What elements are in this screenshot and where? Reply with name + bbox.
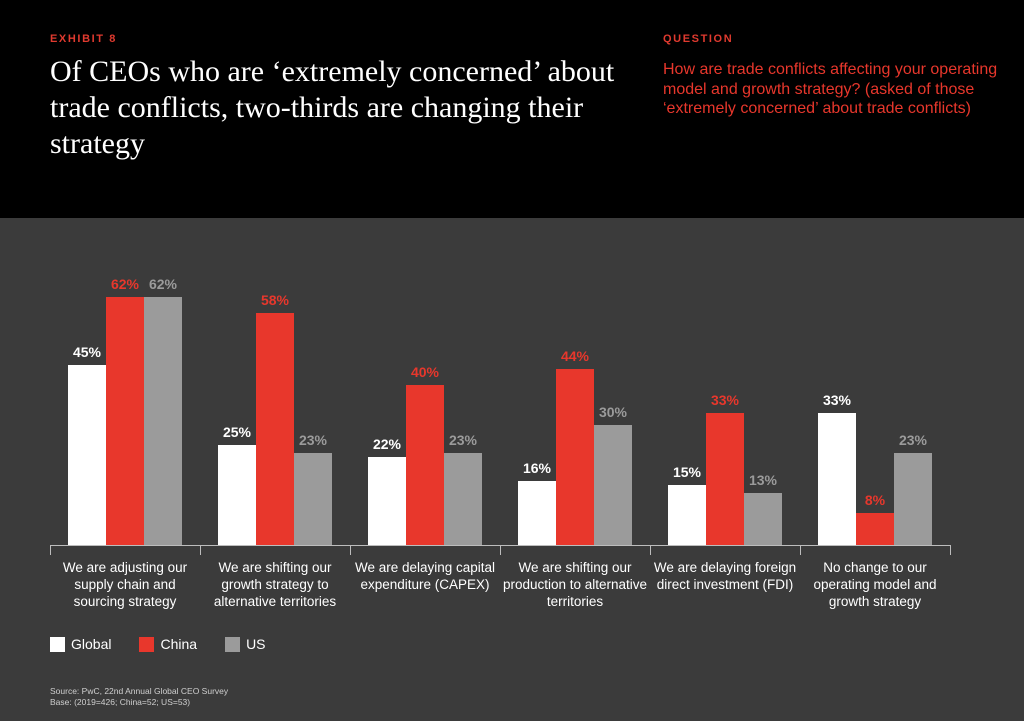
legend-swatch-china	[139, 636, 155, 652]
legend-swatch-us	[225, 636, 241, 652]
bar-china-6	[856, 513, 894, 545]
base-line: Base: (2019=426; China=52; US=53)	[50, 697, 191, 707]
header-band: EXHIBIT 8 Of CEOs who are ‘extremely con…	[0, 0, 1024, 218]
chart-headline: Of CEOs who are ‘extremely concerned’ ab…	[50, 55, 615, 160]
bar-us-5	[744, 493, 782, 545]
data-label-us-6: 23%	[899, 432, 928, 448]
data-label-global-1: 45%	[73, 344, 102, 360]
question-text: How are trade conflicts affecting your o…	[663, 61, 998, 117]
data-label-china-3: 40%	[411, 364, 440, 380]
data-label-global-6: 33%	[823, 392, 852, 408]
bar-global-4	[518, 481, 556, 545]
data-label-china-4: 44%	[561, 348, 590, 364]
bar-us-4	[594, 425, 632, 545]
legend-item-global: Global	[50, 636, 111, 652]
bar-china-1	[106, 297, 144, 545]
legend-item-china: China	[139, 636, 197, 652]
bar-us-2	[294, 453, 332, 545]
category-label-growth-strategy: We are shifting our growth strategy to a…	[213, 560, 337, 609]
question-label: QUESTION	[663, 33, 734, 45]
bar-us-3	[444, 453, 482, 545]
data-label-china-1: 62%	[111, 276, 140, 292]
data-label-us-4: 30%	[599, 404, 628, 420]
data-label-us-2: 23%	[299, 432, 328, 448]
bar-global-2	[218, 445, 256, 545]
bar-china-5	[706, 413, 744, 545]
category-label-no-change: No change to our operating model and gro…	[813, 560, 937, 609]
data-label-china-6: 8%	[865, 492, 886, 508]
bar-china-4	[556, 369, 594, 545]
data-label-us-5: 13%	[749, 472, 778, 488]
data-label-global-3: 22%	[373, 436, 402, 452]
data-label-china-5: 33%	[711, 392, 740, 408]
data-label-global-2: 25%	[223, 424, 252, 440]
legend-label-us: US	[246, 636, 266, 652]
source-note: Source: PwC, 22nd Annual Global CEO Surv…	[50, 686, 228, 708]
source-line: Source: PwC, 22nd Annual Global CEO Surv…	[50, 686, 229, 696]
bar-global-5	[668, 485, 706, 545]
bar-us-6	[894, 453, 932, 545]
category-label-fdi: We are delaying foreign direct investmen…	[653, 560, 797, 592]
data-label-global-5: 15%	[673, 464, 702, 480]
legend-swatch-global	[50, 636, 65, 652]
category-label-production: We are shifting our production to altern…	[502, 560, 648, 609]
data-label-global-4: 16%	[523, 460, 552, 476]
category-label-capex: We are delaying capital expenditure (CAP…	[354, 560, 496, 592]
bar-global-3	[368, 457, 406, 545]
bar-global-1	[68, 365, 106, 545]
legend-item-us: US	[225, 636, 266, 652]
bar-china-2	[256, 313, 294, 545]
category-label-supply-chain: We are adjusting our supply chain and so…	[62, 560, 188, 609]
legend-label-china: China	[160, 636, 198, 652]
legend: Global China US	[50, 635, 294, 653]
bar-china-3	[406, 385, 444, 545]
legend-label-global: Global	[71, 636, 112, 652]
bar-chart: 45% 62% 62% 25% 58% 23% 22% 40% 23% 16% 44% 30% 15% 3…	[50, 276, 951, 555]
data-label-china-2: 58%	[261, 292, 290, 308]
exhibit-label: EXHIBIT 8	[50, 33, 117, 45]
data-label-us-1: 62%	[149, 276, 178, 292]
bar-global-6	[818, 413, 856, 545]
data-label-us-3: 23%	[449, 432, 478, 448]
bar-us-1	[144, 297, 182, 545]
